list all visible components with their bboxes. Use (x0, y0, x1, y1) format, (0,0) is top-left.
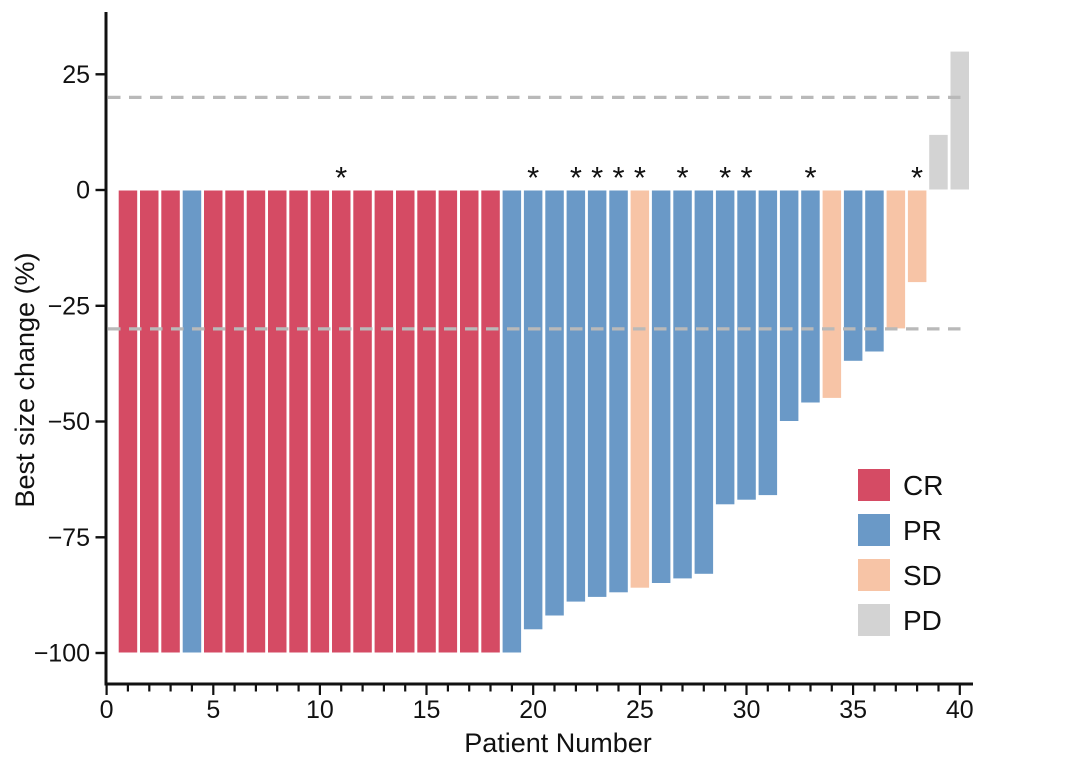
bar-patient-1 (117, 189, 139, 654)
bar-patient-35 (842, 189, 864, 362)
y-tick-label--75: −75 (48, 524, 90, 552)
legend-swatch-pd (858, 604, 890, 636)
asterisk-patient-20: * (527, 160, 539, 195)
x-tick-label-20: 20 (519, 696, 547, 724)
x-tick-label-40: 40 (946, 696, 974, 724)
bar-patient-8 (267, 189, 288, 654)
y-axis-title: Best size change (%) (10, 252, 40, 507)
y-tick-label-25: 25 (62, 61, 90, 89)
bar-patient-17 (459, 189, 480, 654)
bar-patient-30 (736, 189, 757, 501)
asterisk-annotations-group: * * * * * * * * * * * (335, 160, 923, 195)
x-axis-title: Patient Number (464, 728, 652, 758)
bar-patient-18 (480, 189, 501, 654)
bar-patient-32 (778, 189, 800, 422)
bar-patient-31 (757, 189, 779, 497)
x-tick-label-5: 5 (206, 696, 220, 724)
asterisk-patient-23: * (591, 160, 603, 195)
bar-patient-36 (864, 189, 885, 353)
asterisk-patient-25: * (634, 160, 646, 195)
bar-patient-9 (288, 189, 309, 654)
x-tick-label-0: 0 (100, 696, 114, 724)
bar-patient-25 (629, 189, 651, 589)
legend-swatch-sd (858, 559, 890, 591)
bar-patient-5 (203, 189, 224, 654)
bar-patient-6 (224, 189, 245, 654)
bar-patient-40 (949, 50, 970, 191)
asterisk-patient-27: * (676, 160, 688, 195)
legend-label-cr: CR (903, 470, 943, 501)
legend-label-pr: PR (903, 515, 942, 546)
x-tick-label-15: 15 (413, 696, 441, 724)
bar-patient-22 (565, 189, 587, 603)
x-axis: 0 5 10 15 20 25 30 35 40 (100, 682, 974, 724)
legend: CR PR SD PD (858, 469, 943, 636)
y-axis: 25 0 −25 −50 −75 −100 (34, 12, 108, 686)
asterisk-patient-29: * (719, 160, 731, 195)
bar-patient-11 (331, 189, 352, 654)
bar-patient-34 (821, 189, 843, 399)
bar-patient-23 (586, 189, 608, 598)
x-tick-label-30: 30 (733, 696, 761, 724)
bar-patient-2 (139, 189, 160, 654)
bar-patient-37 (885, 189, 907, 330)
legend-label-pd: PD (903, 605, 942, 636)
y-tick-label-0: 0 (76, 177, 90, 205)
bar-patient-29 (714, 189, 736, 506)
bar-patient-26 (650, 189, 672, 584)
bar-patient-38 (906, 189, 928, 284)
bar-patient-4 (181, 189, 203, 654)
bar-patient-16 (437, 189, 459, 654)
bar-patient-14 (395, 189, 416, 654)
bar-patient-13 (373, 189, 395, 654)
bar-patient-7 (245, 189, 267, 654)
y-tick-label--50: −50 (48, 408, 90, 436)
bar-patient-28 (693, 189, 715, 575)
bar-patient-15 (416, 189, 437, 654)
x-tick-label-35: 35 (839, 696, 867, 724)
bar-patient-19 (501, 189, 523, 654)
y-tick-label--100: −100 (34, 640, 90, 668)
asterisk-patient-38: * (911, 160, 923, 195)
legend-swatch-cr (858, 469, 890, 501)
reference-lines-group (108, 95, 966, 331)
legend-swatch-pr (858, 514, 890, 546)
bar-patient-39 (928, 133, 949, 191)
bar-patient-12 (352, 189, 373, 654)
x-tick-label-10: 10 (306, 696, 334, 724)
bar-patient-33 (800, 189, 821, 404)
bar-patient-27 (672, 189, 693, 580)
asterisk-patient-24: * (612, 160, 624, 195)
x-tick-label-25: 25 (626, 696, 654, 724)
bars-group (117, 50, 970, 654)
bar-patient-10 (309, 189, 331, 654)
bar-patient-24 (608, 189, 629, 594)
y-tick-label--25: −25 (48, 292, 90, 320)
asterisk-patient-30: * (740, 160, 752, 195)
bar-patient-21 (544, 189, 565, 617)
bar-patient-3 (160, 189, 181, 654)
asterisk-patient-11: * (335, 160, 347, 195)
bar-patient-20 (522, 189, 544, 631)
legend-label-sd: SD (903, 560, 942, 591)
asterisk-patient-22: * (570, 160, 582, 195)
asterisk-patient-33: * (804, 160, 816, 195)
